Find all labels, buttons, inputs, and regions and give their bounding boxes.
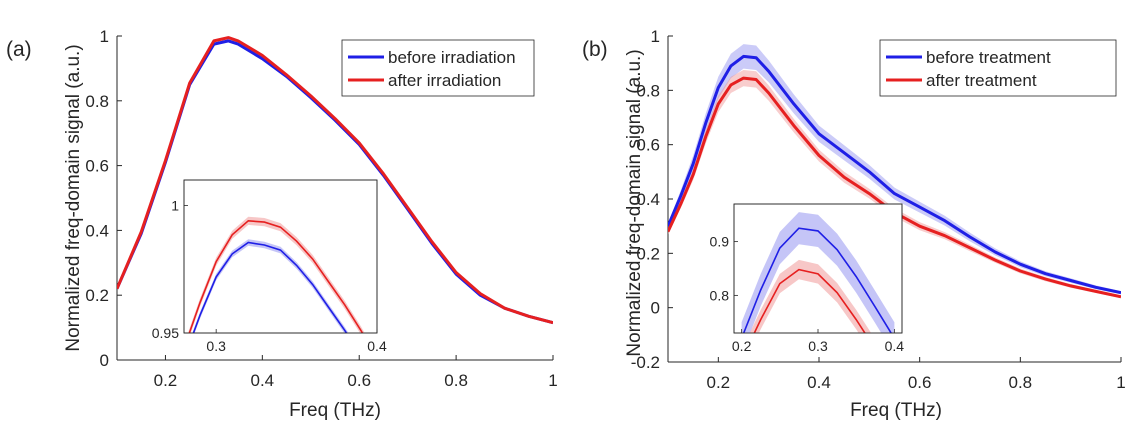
inset-band-blue — [741, 212, 895, 333]
y-tick-label: -0.2 — [631, 353, 660, 372]
series-line-blue — [668, 54, 1121, 295]
y-tick-label: 0.4 — [636, 190, 660, 209]
panel-a-plot: 0 0.2 0.4 0.6 0.8 1 0.2 0.4 0.6 0.8 1 0.95 1 0.3 0.4 be… — [85, 27, 557, 390]
legend-label: before treatment — [926, 48, 1051, 67]
inset-x-tick-label: 0.4 — [885, 338, 905, 354]
y-tick-label: 1 — [651, 27, 660, 46]
y-axis-label-b: Normalized freq-domain signal (a.u.) — [624, 49, 645, 356]
inset-y-tick-label: 0.9 — [710, 234, 730, 250]
inset-line-red — [753, 268, 866, 333]
x-tick-label: 0.8 — [1009, 373, 1033, 392]
x-tick-label: 0.2 — [154, 371, 178, 390]
inset-x-tick-label: 0.3 — [808, 338, 828, 354]
x-axis-label-b: Freq (THz) — [850, 400, 942, 421]
legend-label: before irradiation — [388, 48, 516, 67]
x-tick-label: 1 — [548, 371, 557, 390]
y-tick-label: 0 — [100, 351, 109, 370]
main-plot-area — [668, 44, 1121, 299]
series-line-red — [668, 76, 1121, 299]
y-tick-label: 0.6 — [85, 157, 109, 176]
y-tick-label: 0.8 — [636, 81, 660, 100]
legend-label: after treatment — [926, 71, 1037, 90]
x-tick-label: 0.4 — [807, 373, 831, 392]
inset-line-blue — [192, 241, 348, 333]
x-tick-label: 0.4 — [251, 371, 275, 390]
inset-y-tick-label: 0.8 — [710, 287, 730, 303]
inset-x-tick-label: 0.3 — [206, 338, 226, 354]
inset-x-tick-label: 0.2 — [732, 338, 752, 354]
y-tick-label: 0.6 — [636, 136, 660, 155]
panel-b-plot: -0.2 0 0.2 0.4 0.6 0.8 1 0.2 0.4 0.6 0.8 1 0.8 0.9 0.2… — [631, 27, 1126, 392]
inset-plot-area — [187, 216, 365, 333]
x-tick-label: 0.6 — [908, 373, 932, 392]
panel-label-a: (a) — [6, 38, 32, 61]
y-tick-label: 0.8 — [85, 92, 109, 111]
inset-line-red — [188, 219, 364, 333]
y-tick-label: 1 — [100, 27, 109, 46]
inset-line-blue — [742, 227, 893, 333]
y-axis-label-a: Normalized freq-domain signal (a.u.) — [63, 44, 84, 351]
x-axis-label-a: Freq (THz) — [289, 400, 381, 421]
panel-label-b: (b) — [582, 38, 608, 61]
inset-plot-area — [741, 212, 895, 333]
legend-box — [341, 39, 535, 97]
y-tick-label: 0.2 — [636, 244, 660, 263]
legend-label: after irradiation — [388, 71, 501, 90]
x-tick-label: 0.6 — [347, 371, 371, 390]
y-tick-label: 0.4 — [85, 221, 109, 240]
y-tick-label: 0.2 — [85, 286, 109, 305]
x-tick-label: 1 — [1116, 373, 1125, 392]
x-tick-label: 0.8 — [444, 371, 468, 390]
legend-box — [879, 39, 1117, 97]
y-tick-label: 0 — [651, 299, 660, 318]
main-plot-area — [117, 36, 553, 325]
inset-border — [183, 179, 378, 334]
inset-band-red — [749, 259, 872, 333]
inset-x-tick-label: 0.4 — [367, 338, 387, 354]
x-tick-label: 0.2 — [707, 373, 731, 392]
inset-y-tick-label: 0.95 — [152, 325, 179, 341]
inset-y-tick-label: 1 — [171, 198, 179, 214]
series-line-red — [117, 36, 553, 325]
